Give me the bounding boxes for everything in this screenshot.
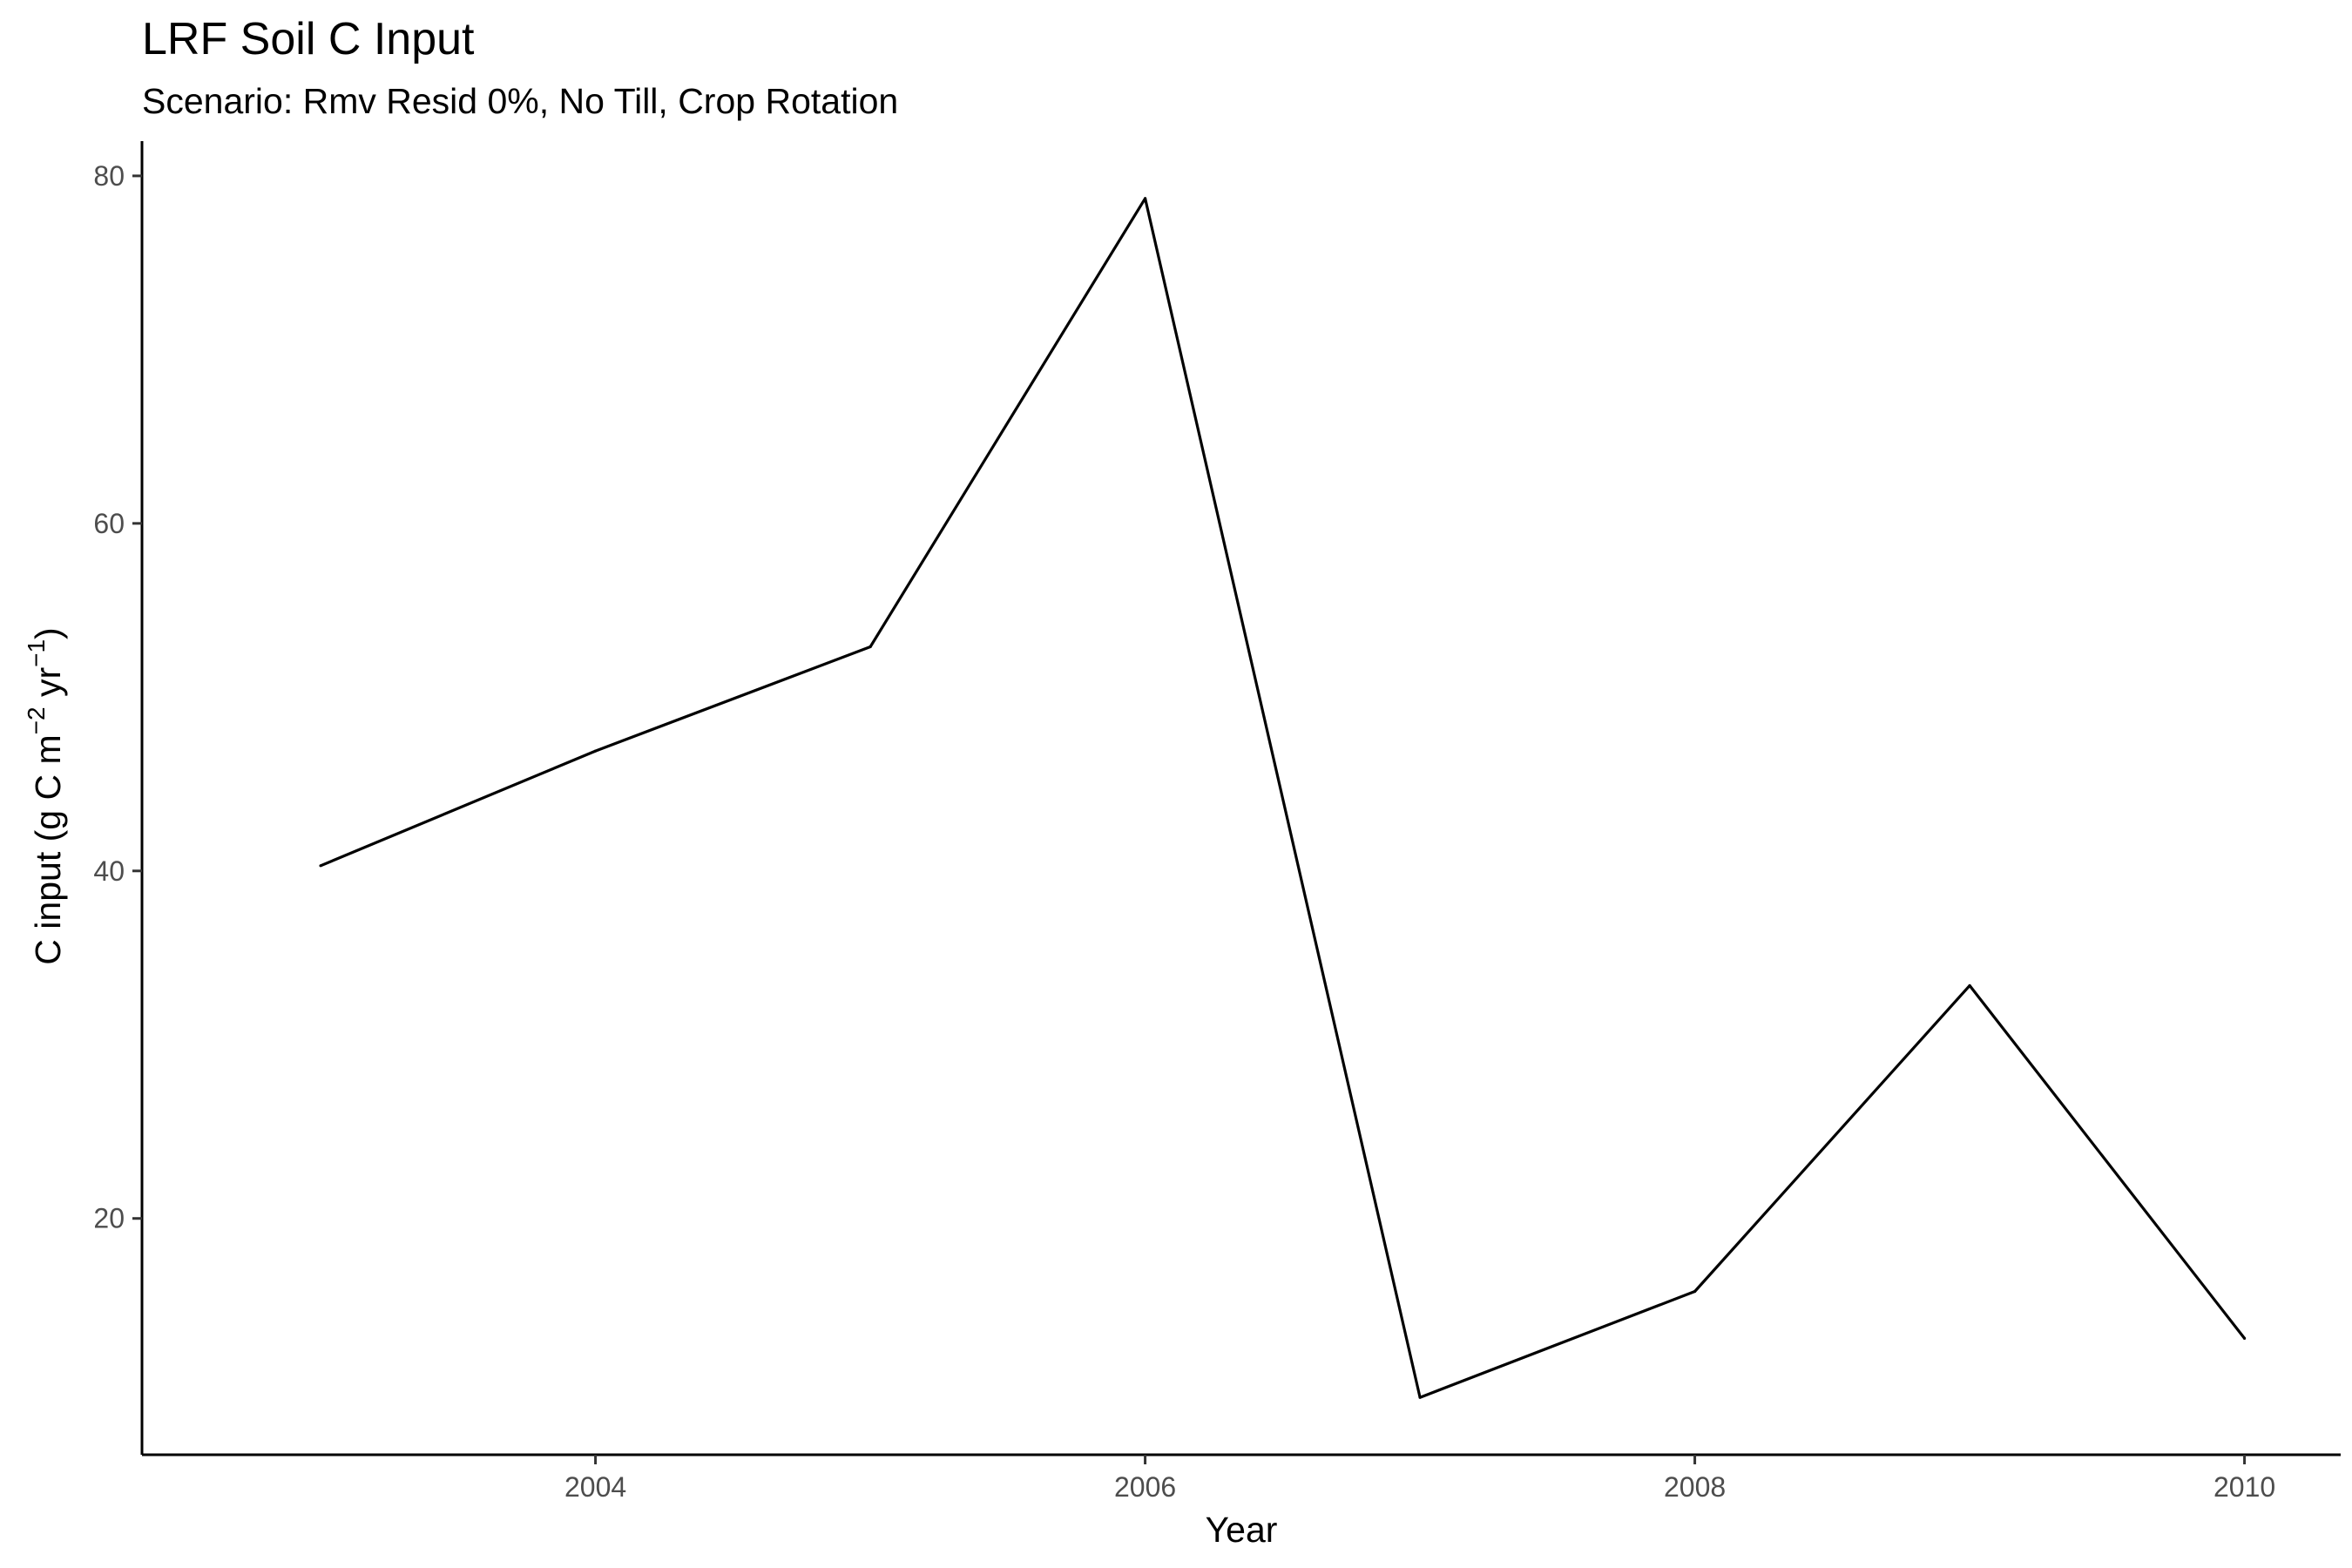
y-axis-title-exponent-1: −2: [23, 706, 50, 734]
y-tick-label: 20: [93, 1203, 125, 1234]
x-tick-label: 2008: [1664, 1471, 1726, 1503]
x-tick-label: 2010: [2213, 1471, 2275, 1503]
y-axis-title: C input (g C m−2 yr−1): [23, 627, 68, 964]
chart-subtitle: Scenario: Rmv Resid 0%, No Till, Crop Ro…: [142, 81, 898, 121]
x-axis-ticks: 2004 2006 2008 2010: [564, 1455, 2275, 1503]
x-axis-title: Year: [1206, 1510, 1278, 1550]
data-point: [1143, 197, 1147, 200]
data-point: [1418, 1396, 1422, 1399]
series-line: [320, 197, 2246, 1399]
chart-title: LRF Soil C Input: [142, 14, 475, 64]
series-points: [319, 197, 2247, 1399]
y-tick-label: 40: [93, 855, 125, 887]
y-axis-title-suffix: ): [28, 627, 68, 639]
y-tick-label: 80: [93, 160, 125, 192]
data-point: [319, 864, 322, 868]
data-point: [2242, 1336, 2247, 1340]
y-axis-ticks: 20 40 60 80: [93, 160, 142, 1234]
data-point: [593, 749, 598, 753]
x-tick-label: 2006: [1114, 1471, 1176, 1503]
y-tick-label: 60: [93, 508, 125, 539]
x-tick-label: 2004: [564, 1471, 626, 1503]
y-axis-title-exponent-2: −1: [23, 639, 50, 667]
data-point: [1968, 983, 1971, 988]
data-point: [1693, 1289, 1697, 1294]
data-point: [868, 645, 872, 649]
y-axis-title-middle: yr: [28, 667, 68, 707]
y-axis-title-prefix: C input (g C m: [28, 734, 68, 964]
